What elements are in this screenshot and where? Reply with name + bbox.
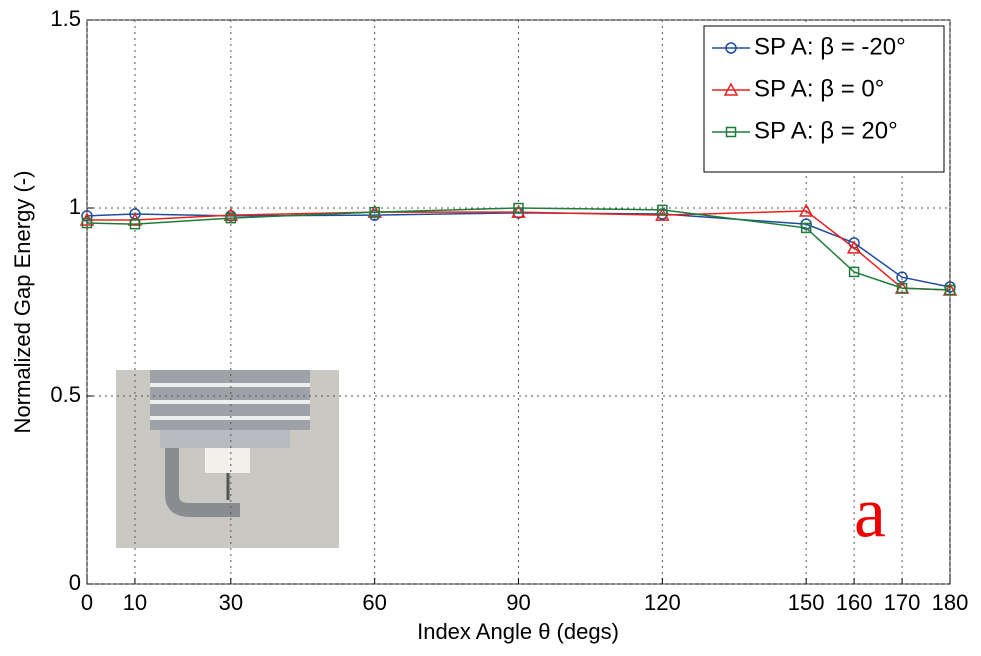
marker bbox=[511, 204, 526, 218]
y-axis-label: Normalized Gap Energy (-) bbox=[10, 171, 35, 434]
inset-photo bbox=[116, 370, 339, 548]
y-tick-label: 0 bbox=[69, 570, 81, 595]
marker bbox=[725, 126, 737, 138]
x-tick-label: 180 bbox=[932, 590, 969, 615]
x-tick-label: 170 bbox=[884, 590, 921, 615]
x-tick-label: 30 bbox=[219, 590, 243, 615]
marker bbox=[223, 207, 239, 221]
y-tick-label: 1.5 bbox=[50, 6, 81, 31]
x-tick-label: 120 bbox=[644, 590, 681, 615]
marker bbox=[657, 204, 668, 216]
x-tick-label: 10 bbox=[123, 590, 147, 615]
marker bbox=[848, 266, 860, 278]
marker bbox=[81, 210, 93, 222]
marker bbox=[723, 82, 739, 96]
marker bbox=[369, 206, 380, 218]
marker bbox=[846, 240, 862, 254]
x-tick-label: 160 bbox=[836, 590, 873, 615]
series-line bbox=[86, 207, 951, 291]
marker bbox=[81, 217, 93, 229]
annotation: a bbox=[854, 473, 886, 553]
series-line bbox=[87, 210, 951, 291]
marker bbox=[513, 202, 524, 214]
legend-box bbox=[703, 25, 945, 173]
marker bbox=[800, 222, 812, 234]
legend-label: SP A: β = 20° bbox=[754, 117, 898, 144]
marker bbox=[725, 42, 737, 54]
marker bbox=[944, 284, 956, 296]
legend-label: SP A: β = -20° bbox=[754, 33, 906, 60]
y-tick-label: 0.5 bbox=[50, 382, 81, 407]
y-tick-label: 1 bbox=[69, 194, 81, 219]
marker bbox=[798, 203, 814, 217]
x-axis-label: Index Angle θ (degs) bbox=[417, 619, 619, 644]
marker bbox=[225, 212, 237, 224]
marker bbox=[896, 282, 908, 294]
x-tick-label: 0 bbox=[81, 590, 93, 615]
x-tick-label: 60 bbox=[362, 590, 386, 615]
marker bbox=[129, 218, 141, 230]
legend-label: SP A: β = 0° bbox=[754, 75, 884, 102]
marker bbox=[79, 212, 95, 226]
x-tick-label: 90 bbox=[506, 590, 530, 615]
x-tick-label: 150 bbox=[788, 590, 825, 615]
